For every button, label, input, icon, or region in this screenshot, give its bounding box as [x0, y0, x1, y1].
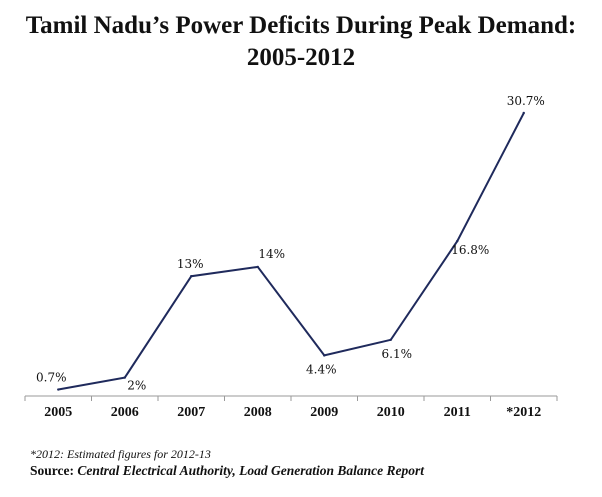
- data-point: [256, 265, 259, 269]
- data-label: 16.8%: [451, 243, 489, 257]
- source-label: Source:: [30, 463, 74, 478]
- data-label: 13%: [177, 257, 204, 271]
- chart-title-line-2: 2005-2012: [246, 44, 356, 71]
- x-tick-label: 2011: [444, 405, 471, 420]
- x-tick-label: 2005: [44, 405, 72, 420]
- data-label: 6.1%: [382, 347, 413, 361]
- chart-title: Tamil Nadu’s Power Deficits During Peak …: [0, 10, 602, 74]
- data-point: [323, 354, 326, 357]
- x-tick-label: 2008: [244, 405, 272, 420]
- x-tick-label: 2009: [310, 405, 338, 420]
- data-point: [389, 338, 392, 341]
- x-tick-label: 2010: [377, 405, 405, 420]
- footnote: *2012: Estimated figures for 2012-13: [30, 447, 211, 461]
- x-tick-label: 2006: [111, 405, 139, 420]
- data-label: 0.7%: [36, 371, 67, 385]
- data-label: 14%: [258, 247, 285, 261]
- x-tick-label: 2007: [177, 405, 205, 420]
- x-tick-label: *2012: [506, 405, 541, 420]
- data-point: [57, 388, 60, 391]
- data-point: [456, 239, 459, 243]
- data-point: [522, 111, 525, 115]
- line-chart: 2005 2006 2007 2008 2009 2010 2011 *2012 0.7% 2% 1…: [24, 94, 558, 420]
- data-label: 4.4%: [306, 362, 337, 376]
- data-point: [190, 274, 193, 278]
- data-label: 30.7%: [507, 94, 545, 108]
- source-text: Central Electrical Authority, Load Gener…: [77, 463, 425, 478]
- data-label: 2%: [127, 379, 146, 393]
- chart-title-line-1: Tamil Nadu’s Power Deficits During Peak …: [25, 12, 577, 39]
- source-note: Source: Central Electrical Authority, Lo…: [30, 463, 424, 479]
- data-point: [123, 376, 126, 379]
- series-line: [58, 112, 525, 391]
